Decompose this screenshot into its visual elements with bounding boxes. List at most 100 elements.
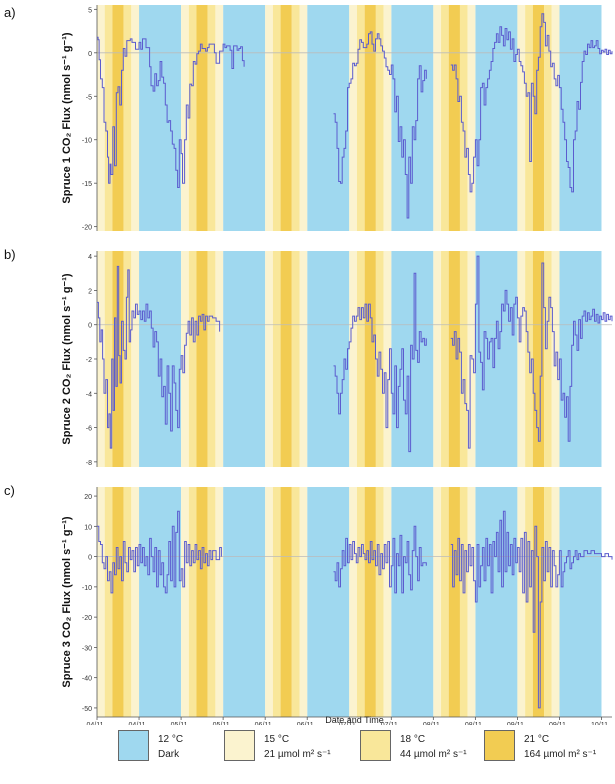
light-period	[375, 487, 384, 717]
legend-swatch-164	[484, 730, 515, 761]
x-tick-label-date: 10/11	[591, 722, 608, 725]
light-period	[364, 5, 376, 231]
light-period	[123, 251, 132, 467]
panel-letter: c)	[4, 483, 15, 498]
light-period	[356, 487, 365, 717]
light-period	[291, 5, 300, 231]
light-period	[441, 251, 449, 467]
light-period	[280, 487, 292, 717]
y-tick-label: -2	[86, 357, 92, 364]
dark-period	[223, 487, 266, 717]
light-period	[383, 5, 392, 231]
legend-temp: 18 °C	[400, 734, 426, 745]
y-tick-label: 10	[84, 524, 92, 531]
light-period	[104, 5, 113, 231]
flux-line	[333, 272, 427, 453]
x-tick-label-date: 09/11	[507, 722, 524, 725]
light-period	[459, 487, 468, 717]
y-tick-label: 2	[88, 288, 92, 295]
light-period	[272, 5, 281, 231]
y-tick-label: -8	[86, 460, 92, 467]
dark-period	[223, 5, 266, 231]
light-period	[551, 5, 560, 231]
x-tick-label-date: 05/11	[213, 722, 230, 725]
light-period	[181, 487, 189, 717]
light-period	[517, 251, 526, 467]
light-period	[181, 5, 189, 231]
light-period	[131, 5, 140, 231]
light-period	[299, 251, 308, 467]
y-tick-label: 20	[84, 494, 92, 501]
light-period	[188, 487, 197, 717]
light-period	[364, 251, 376, 467]
light-period	[265, 5, 273, 231]
light-period	[448, 5, 460, 231]
light-period	[207, 487, 216, 717]
flux-line	[450, 255, 613, 449]
y-tick-label: -5	[86, 94, 92, 101]
light-period	[280, 5, 292, 231]
light-period	[272, 487, 281, 717]
legend-light: 164 µmol m² s⁻¹	[524, 749, 597, 760]
light-period	[459, 5, 468, 231]
light-period	[265, 487, 273, 717]
light-period	[356, 251, 365, 467]
light-period	[544, 5, 552, 231]
light-period	[97, 487, 105, 717]
light-period	[467, 487, 476, 717]
light-period	[131, 251, 140, 467]
x-tick-label-date: 08/11	[465, 722, 482, 725]
light-period	[196, 251, 208, 467]
light-period	[112, 251, 124, 467]
legend-temp: 12 °C	[158, 734, 184, 745]
light-period	[291, 487, 300, 717]
light-period	[188, 5, 197, 231]
light-period	[104, 251, 113, 467]
y-tick-label: -20	[82, 615, 92, 622]
light-period	[551, 487, 560, 717]
dark-period	[475, 487, 518, 717]
light-period	[207, 5, 216, 231]
light-period	[433, 5, 442, 231]
legend-light: 44 µmol m² s⁻¹	[400, 749, 467, 760]
y-tick-label: 5	[88, 7, 92, 14]
panel-letter: a)	[4, 5, 16, 20]
light-period	[544, 487, 552, 717]
light-period	[349, 487, 357, 717]
legend: 12 °C Dark 15 °C 21 µmol m² s⁻¹ 18 °C 44…	[0, 728, 615, 784]
legend-swatch-44	[360, 730, 391, 761]
x-tick-label-date: 04/11	[87, 722, 104, 725]
flux-line	[333, 31, 427, 219]
x-axis-title: Date and Time	[325, 715, 384, 725]
light-period	[207, 251, 216, 467]
light-period	[104, 487, 113, 717]
dark-period	[391, 487, 434, 717]
legend-temp: 21 °C	[524, 734, 550, 745]
light-period	[131, 487, 140, 717]
light-period	[441, 5, 449, 231]
dark-period	[223, 251, 266, 467]
flux-line	[450, 510, 613, 709]
light-period	[433, 251, 442, 467]
light-period	[383, 487, 392, 717]
dark-period	[559, 487, 602, 717]
light-period	[299, 487, 308, 717]
light-period	[299, 5, 308, 231]
y-tick-label: -15	[82, 181, 92, 188]
light-period	[196, 5, 208, 231]
light-period	[112, 487, 124, 717]
flux-line	[97, 265, 221, 449]
dark-period	[307, 5, 350, 231]
x-tick-label-date: 04/11	[129, 722, 146, 725]
light-period	[375, 5, 384, 231]
y-tick-label: -10	[82, 585, 92, 592]
legend-light: 21 µmol m² s⁻¹	[264, 749, 331, 760]
light-period	[97, 251, 105, 467]
light-period	[215, 5, 224, 231]
light-period	[364, 487, 376, 717]
light-period	[97, 5, 105, 231]
x-tick-label-date: 06/11	[255, 722, 272, 725]
y-tick-label: 0	[88, 555, 92, 562]
y-tick-label: -40	[82, 676, 92, 683]
